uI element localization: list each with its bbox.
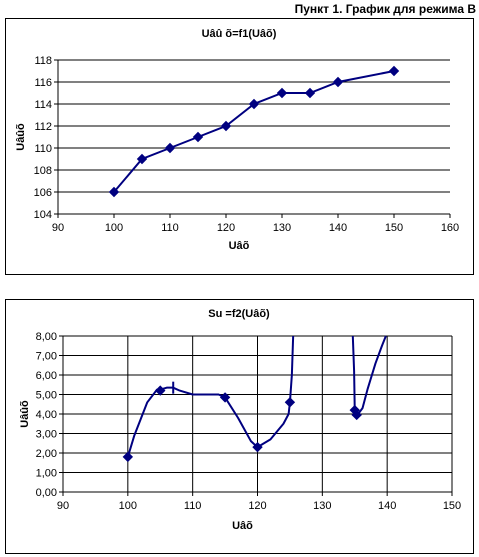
chart-2-y-tick-label: 6,00	[36, 370, 57, 382]
chart-2-y-tick-label: 8,00	[36, 331, 57, 343]
chart-2-y-tick-label: 5,00	[36, 390, 57, 402]
chart-1-x-tick-label: 100	[105, 222, 123, 234]
chart-2-data-point	[122, 451, 134, 463]
chart-2-data-point	[155, 385, 166, 396]
chart-2-y-tick-label: 3,00	[36, 429, 57, 441]
chart-1-y-tick-label: 116	[34, 77, 52, 89]
chart-1-data-point	[136, 153, 148, 165]
chart-2-frame: Su =f2(Uâõ) 0,00 1,00 2,00 3,00 4,00 5,00 6,00 7…	[5, 299, 474, 554]
chart-2-y-tick-label: 1,00	[36, 468, 57, 480]
chart-1-data-point	[304, 87, 316, 99]
chart-1-series-line	[113, 70, 395, 193]
chart-2-curve-segment	[351, 335, 387, 417]
chart-1-x-tick-label: 160	[441, 222, 459, 234]
chart-2-y-tick-label: 4,00	[36, 409, 57, 421]
chart-1-data-point	[276, 87, 288, 99]
chart-2-x-axis-label: Uâõ	[232, 520, 253, 532]
chart-2-x-tick-label: 90	[57, 500, 69, 512]
chart-1-y-tick-label: 118	[34, 55, 52, 67]
chart-2-title: Su =f2(Uâõ)	[208, 308, 270, 320]
chart-1-data-point	[192, 131, 204, 143]
chart-1-x-axis-label: Uâõ	[229, 240, 250, 252]
chart-1-x-tick-label: 140	[329, 222, 347, 234]
chart-1-x-tick-label: 150	[385, 222, 403, 234]
chart-1-data-point	[332, 76, 344, 88]
chart-1-svg: Uâû õ=f1(Uâõ) 104 106 108 110 112 114 116 118 90 1…	[15, 28, 459, 252]
chart-1-x-tick-label: 120	[217, 222, 235, 234]
chart-2-x-tick-label: 110	[184, 500, 202, 512]
chart-1-y-axis-label: Uâûõ	[15, 123, 27, 151]
chart-2-data-point	[219, 392, 231, 403]
chart-2-x-tick-label: 140	[378, 500, 396, 512]
chart-1-data-point	[220, 120, 232, 132]
chart-2-data-point	[284, 397, 296, 408]
chart-1-y-tick-label: 114	[34, 99, 52, 111]
chart-2-data-point	[351, 409, 362, 421]
chart-2-x-tick-label: 130	[313, 500, 331, 512]
chart-2-y-tick-label: 7,00	[36, 351, 57, 363]
chart-2-x-tick-label: 100	[119, 500, 137, 512]
chart-1-data-point	[248, 98, 260, 110]
chart-2-y-axis-label: Uâûõ	[19, 400, 31, 428]
chart-1-data-point	[388, 65, 400, 77]
chart-1-x-tick-label: 130	[273, 222, 291, 234]
chart-2-x-tick-label: 150	[443, 500, 461, 512]
chart-1-x-tick-label: 90	[52, 222, 64, 234]
chart-1-y-tick-label: 110	[34, 143, 52, 155]
chart-2-x-tick-label: 120	[248, 500, 266, 512]
chart-2-svg: Su =f2(Uâõ) 0,00 1,00 2,00 3,00 4,00 5,00 6,00 7…	[19, 308, 461, 532]
chart-2-y-tick-label: 2,00	[36, 448, 57, 460]
chart-1-data-point	[164, 142, 176, 154]
chart-1-y-tick-label: 104	[34, 209, 52, 221]
chart-1-data-point	[108, 186, 120, 198]
chart-1-x-tick-label: 110	[161, 222, 179, 234]
chart-2-data-point	[252, 441, 263, 453]
chart-1-y-tick-label: 108	[34, 165, 52, 177]
page-title: Пункт 1. График для режима В	[294, 2, 476, 16]
chart-1-y-tick-label: 106	[34, 187, 52, 199]
chart-1-y-tick-label: 112	[34, 121, 52, 133]
chart-1-frame: Uâû õ=f1(Uâõ) 104 106 108 110 112 114 116 118 90 1…	[5, 18, 474, 275]
chart-1-title: Uâû õ=f1(Uâõ)	[202, 28, 277, 40]
chart-2-y-tick-label: 0,00	[36, 487, 57, 499]
chart-2-curve-segment	[126, 335, 295, 458]
